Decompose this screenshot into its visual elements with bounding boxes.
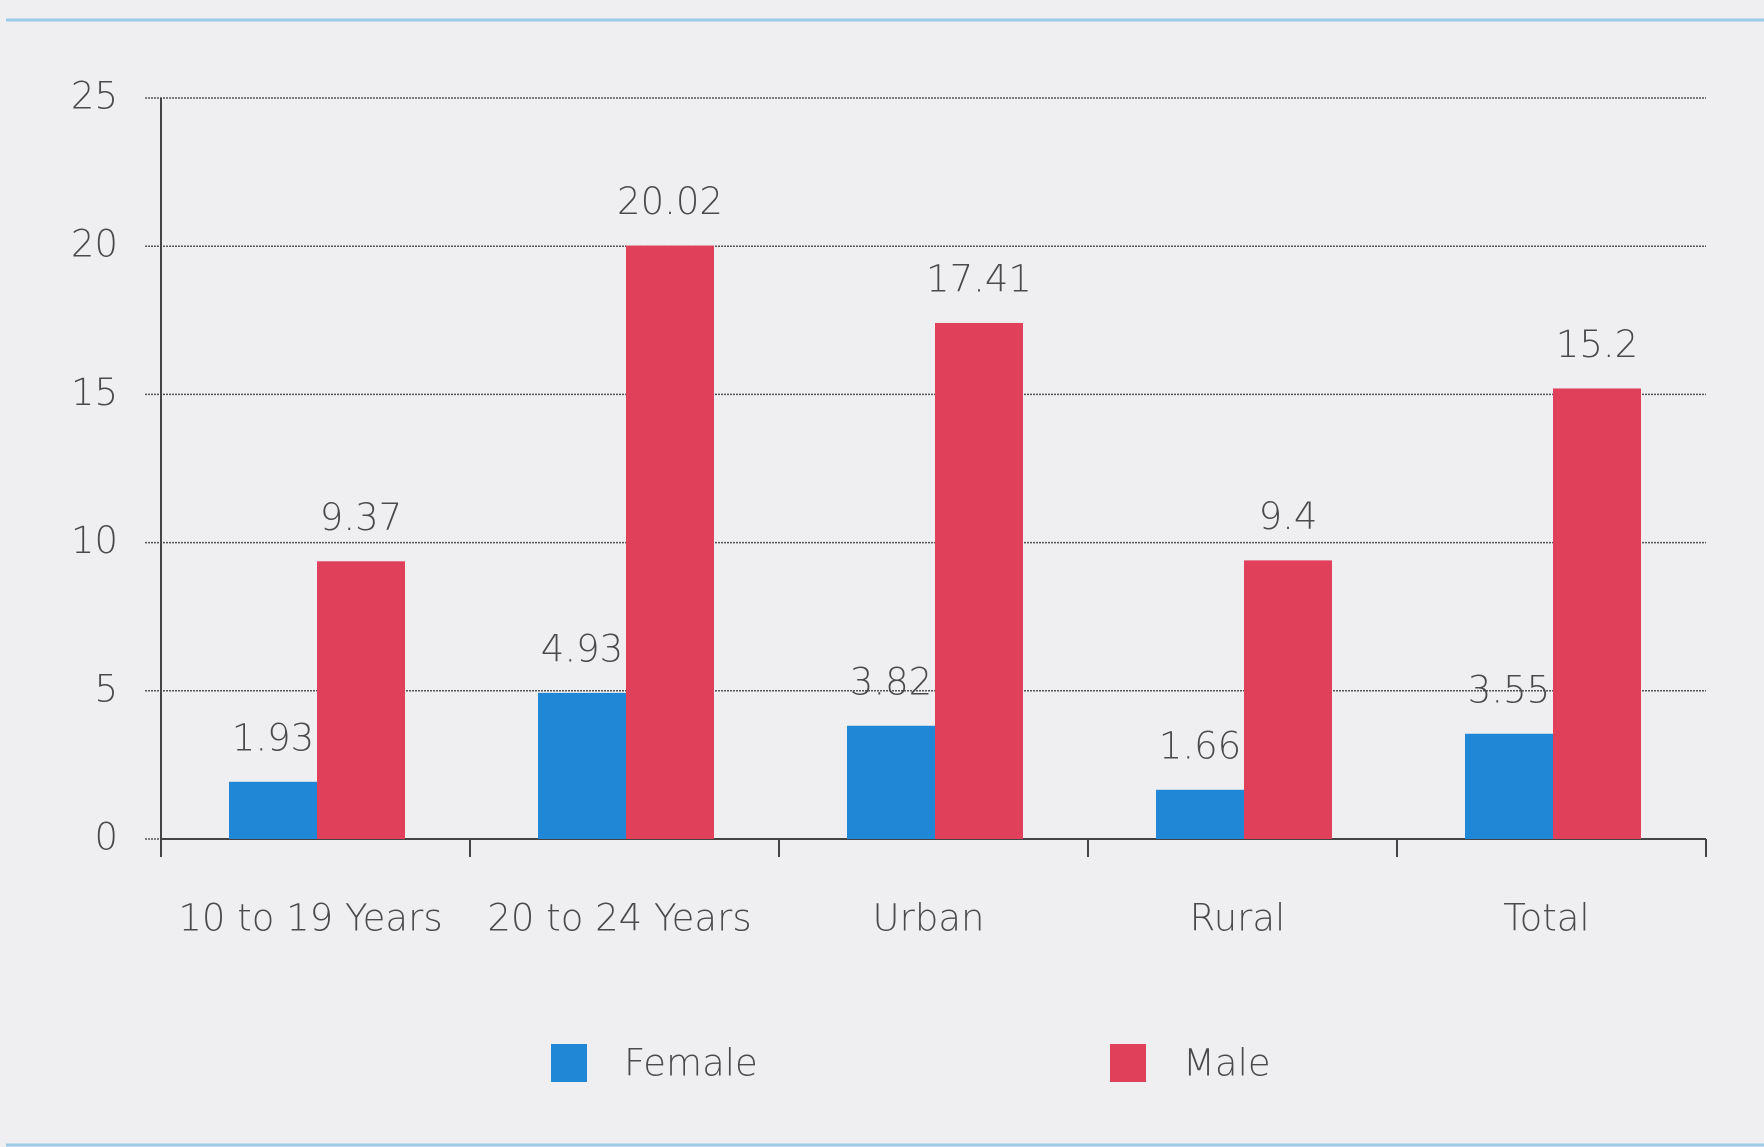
x-tick-label: 10 to 19 Years bbox=[178, 897, 442, 940]
bar bbox=[1553, 388, 1641, 839]
bar bbox=[935, 322, 1023, 839]
bar bbox=[538, 692, 626, 839]
y-tick-label: 5 bbox=[94, 667, 118, 710]
data-label: 17.41 bbox=[926, 257, 1032, 300]
legend-label: Female bbox=[624, 1042, 758, 1085]
legend-swatch bbox=[1110, 1044, 1146, 1082]
bar bbox=[229, 781, 317, 839]
data-label: 9.4 bbox=[1259, 495, 1318, 538]
bar bbox=[626, 245, 714, 840]
bar bbox=[317, 561, 405, 839]
legend-swatch bbox=[551, 1044, 587, 1082]
data-label: 4.93 bbox=[541, 627, 623, 670]
y-tick-label: 0 bbox=[94, 816, 118, 859]
data-label: 20.02 bbox=[617, 180, 723, 223]
legend-label: Male bbox=[1183, 1042, 1271, 1085]
y-tick-label: 25 bbox=[71, 75, 118, 118]
background bbox=[6, 0, 1764, 1147]
data-label: 1.66 bbox=[1159, 724, 1241, 767]
x-tick-label: Rural bbox=[1190, 897, 1286, 940]
bar bbox=[1465, 733, 1553, 839]
y-tick-label: 10 bbox=[71, 519, 118, 562]
data-label: 15.2 bbox=[1556, 323, 1638, 366]
bar bbox=[1156, 789, 1244, 839]
bar bbox=[1244, 560, 1332, 839]
x-tick-label: Urban bbox=[873, 897, 985, 940]
y-tick-label: 15 bbox=[71, 371, 118, 414]
x-tick-label: 20 to 24 Years bbox=[487, 897, 751, 940]
x-tick-label: Total bbox=[1503, 897, 1589, 940]
data-label: 3.82 bbox=[850, 660, 932, 703]
data-label: 3.55 bbox=[1468, 668, 1550, 711]
data-label: 9.37 bbox=[320, 496, 402, 539]
y-tick-label: 20 bbox=[71, 223, 118, 266]
bar bbox=[847, 725, 935, 839]
data-label: 1.93 bbox=[232, 716, 314, 759]
